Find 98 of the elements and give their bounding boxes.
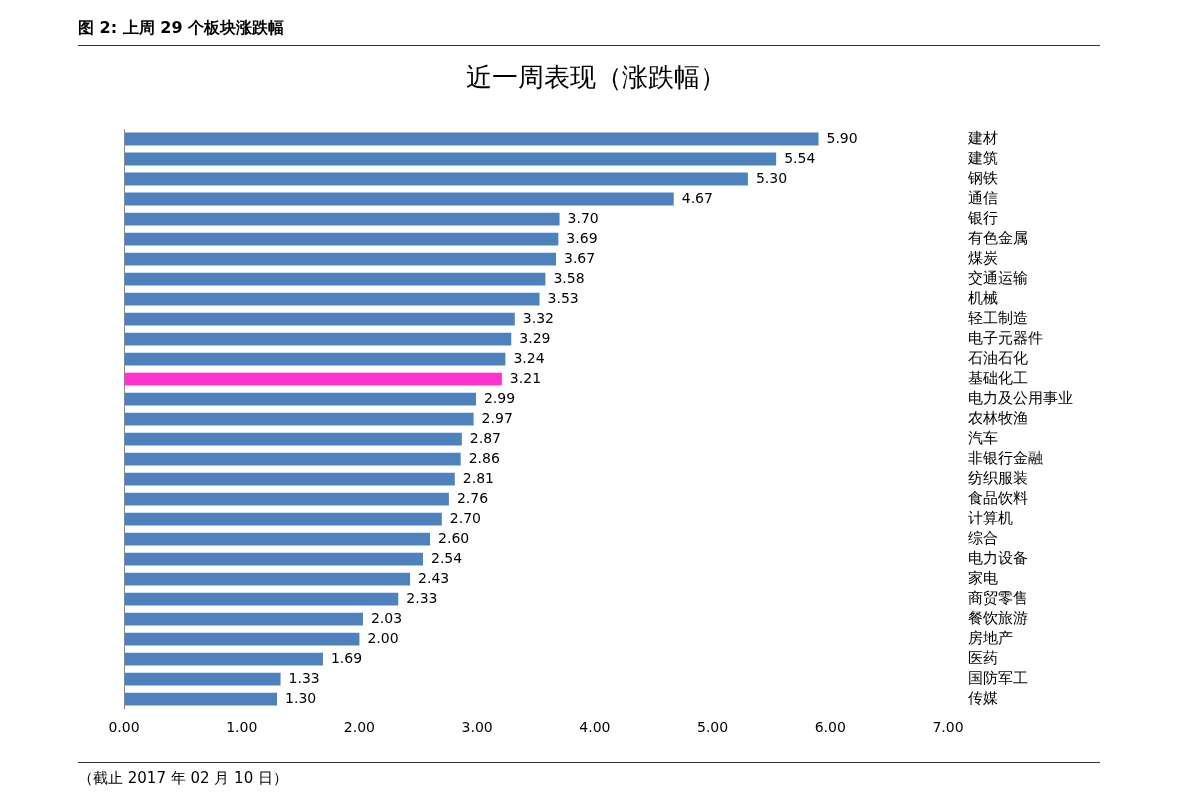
data-label: 1.69: [330, 649, 363, 666]
y-tick-label: 建筑: [967, 148, 998, 167]
x-tick-label: 5.00: [696, 719, 729, 736]
x-tick-label: 2.00: [343, 719, 376, 736]
bar: [124, 612, 363, 626]
bar: [124, 212, 560, 226]
y-tick-label: 基础化工: [968, 368, 1028, 387]
x-tick-label: 1.00: [226, 719, 258, 736]
bar: [124, 572, 411, 586]
bar: [124, 452, 461, 466]
bar: [124, 332, 512, 346]
data-label: 3.58: [553, 269, 585, 286]
y-tick-label: 房地产: [968, 629, 1013, 648]
y-tick-label: 交通运输: [968, 268, 1028, 287]
y-tick-label: 计算机: [968, 509, 1013, 528]
bar: [124, 272, 546, 286]
y-tick-label: 商贸零售: [968, 589, 1028, 608]
chart-title: 图 2: 上周 29 个板块涨跌幅: [78, 18, 1100, 46]
x-tick-label: 6.00: [814, 719, 846, 736]
y-tick-label: 综合: [968, 529, 998, 548]
bar: [124, 512, 442, 526]
y-tick-label: 汽车: [968, 429, 998, 447]
y-tick-label: 国防军工: [968, 669, 1028, 688]
chart-subtitle: 近一周表现（涨跌幅）: [464, 61, 727, 94]
bar: [124, 592, 399, 606]
data-label: 2.97: [481, 409, 513, 426]
y-tick-label: 电力及公用事业: [968, 388, 1073, 407]
bar: [124, 492, 449, 506]
y-tick-label: 传媒: [968, 689, 998, 708]
y-tick-label: 轻工制造: [968, 308, 1028, 327]
bar: [124, 432, 462, 446]
bar: [124, 412, 474, 426]
x-tick-label: 3.00: [461, 719, 493, 736]
data-label: 2.00: [367, 629, 399, 646]
y-tick-label: 钢铁: [967, 168, 998, 187]
data-label: 2.33: [406, 589, 438, 606]
bar: [124, 352, 506, 366]
y-tick-label: 电力设备: [968, 549, 1028, 568]
bar: [124, 392, 476, 406]
y-tick-label: 有色金属: [968, 228, 1028, 247]
data-label: 2.81: [462, 469, 494, 486]
bar: [124, 172, 748, 186]
bar: [124, 552, 423, 566]
data-label: 5.54: [784, 149, 816, 166]
data-label: 5.90: [826, 129, 858, 146]
data-label: 4.67: [681, 189, 713, 206]
text: （截止 2017 年 02 月 10 日）: [78, 762, 1100, 788]
y-tick-label: 非银行金融: [968, 449, 1043, 467]
bar: [124, 672, 281, 686]
y-tick-label: 电子元器件: [968, 328, 1043, 347]
bar: [124, 252, 557, 266]
bar: [124, 372, 502, 386]
x-tick-label: 4.00: [579, 719, 611, 736]
bar: [124, 532, 431, 546]
bar: [124, 292, 540, 306]
data-label: 5.30: [755, 169, 788, 186]
bar: [124, 132, 819, 146]
data-label: 1.33: [288, 669, 320, 686]
y-tick-label: 餐饮旅游: [968, 609, 1028, 628]
data-label: 3.24: [513, 349, 545, 366]
y-tick-label: 银行: [967, 208, 998, 227]
bar: [124, 632, 360, 646]
bar: [124, 232, 559, 246]
y-tick-label: 农林牧渔: [968, 408, 1028, 427]
y-tick-label: 通信: [968, 188, 998, 207]
y-tick-label: 机械: [968, 288, 998, 307]
data-label: 2.60: [438, 529, 470, 546]
data-label: 2.99: [483, 389, 516, 406]
bar: [124, 692, 278, 706]
data-label: 1.30: [285, 689, 317, 706]
data-label: 3.29: [519, 329, 551, 346]
bar: [124, 652, 323, 666]
y-tick-label: 医药: [968, 649, 998, 668]
data-label: 2.70: [449, 509, 481, 526]
data-label: 2.76: [456, 489, 489, 506]
data-label: 3.69: [566, 229, 598, 246]
data-label: 3.53: [547, 289, 579, 306]
y-tick-label: 纺织服装: [968, 469, 1028, 488]
y-tick-label: 食品饮料: [968, 489, 1028, 508]
bar: [124, 472, 455, 486]
x-tick-label: 0.00: [108, 719, 140, 736]
data-label: 3.32: [522, 309, 554, 326]
data-label: 3.21: [509, 369, 542, 386]
y-tick-label: 建材: [967, 128, 998, 147]
data-label: 3.70: [567, 209, 599, 226]
y-tick-label: 家电: [968, 569, 998, 588]
x-tick-label: 7.00: [932, 719, 964, 736]
data-label: 3.67: [564, 249, 596, 266]
data-label: 2.54: [430, 549, 463, 566]
y-tick-label: 煤炭: [968, 248, 998, 267]
data-label: 2.86: [468, 449, 500, 466]
data-label: 2.43: [418, 569, 450, 586]
bar: [124, 312, 515, 326]
bar: [124, 152, 777, 166]
bar: [124, 192, 674, 206]
data-label: 2.03: [370, 609, 403, 626]
data-label: 2.87: [469, 429, 502, 446]
y-tick-label: 石油石化: [968, 348, 1028, 367]
